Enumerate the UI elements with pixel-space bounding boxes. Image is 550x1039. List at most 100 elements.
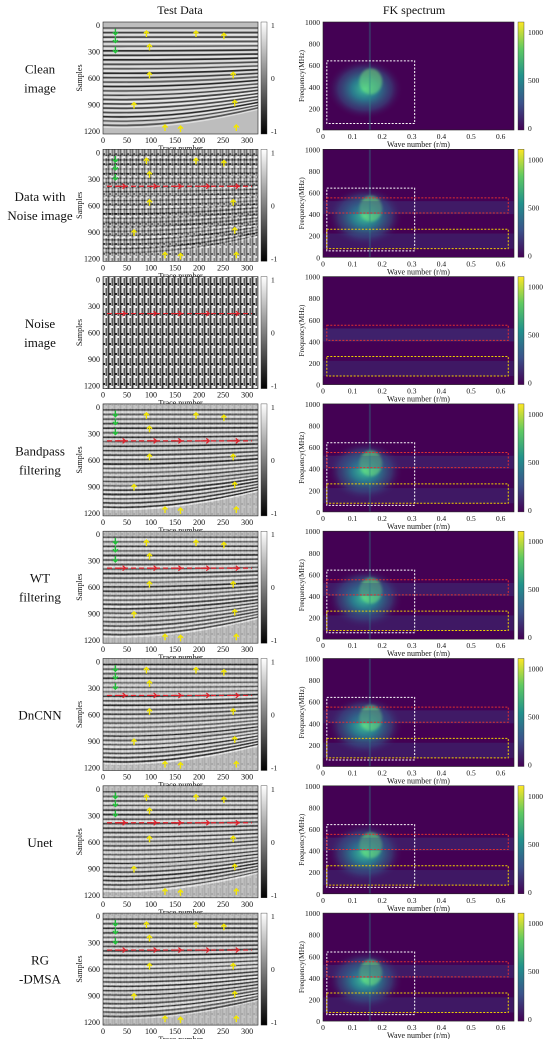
fk-energy [323,913,514,1022]
red-arrow-icon [229,819,240,826]
y-tick-label: 900 [88,355,100,364]
yellow-arrow-icon [146,707,153,715]
fk-noise-band [323,328,514,342]
fk-x-tick-label: 0 [321,641,325,650]
fk-frame [322,149,515,258]
fk-y-tick-label: 1000 [305,18,320,27]
red-arrow-icon [172,183,183,190]
yellow-arrow-icon [143,29,150,37]
fk-energy-streak [368,913,371,1022]
fk-energy-core [359,577,383,604]
x-tick-label: 50 [123,900,131,909]
x-tick-label: 300 [241,263,253,272]
x-tick-label: 150 [169,645,181,654]
x-tick-label: 250 [217,391,229,400]
seismic-reflections [103,531,258,644]
fk-noise-band [323,488,514,504]
yellow-arrow-icon [230,198,237,206]
yellow-arrow-icon [220,668,227,676]
feature-arrows [112,28,240,133]
y-tick-label: 0 [96,403,100,412]
yellow-arrow-icon [146,43,153,51]
gray-colorbar [260,785,268,898]
fk-x-tick-label: 0.6 [496,896,506,905]
fk-x-tick-label: 0.3 [407,259,417,268]
yellow-arrow-icon [146,198,153,206]
red-arrow-icon [116,310,127,317]
green-arrow-icon [112,683,119,691]
yellow-arrow-icon [146,552,153,560]
fk-y-tick-label: 200 [309,104,321,113]
fk-highlight-box [326,961,509,978]
green-arrow-icon [112,537,119,545]
y-tick-label: 1200 [84,764,100,773]
fk-x-axis-label: Wave number (r/m) [387,267,450,276]
red-arrow-icon [147,437,158,444]
fk-y-tick-label: 600 [309,570,321,579]
fk-x-tick-label: 0.5 [466,259,476,268]
red-arrow-icon [147,947,158,954]
yellow-arrow-icon [146,453,153,461]
red-arrow-icon [116,183,127,190]
x-tick-label: 200 [193,773,205,782]
colorbar-tick-label: 0 [271,74,275,83]
fk-y-tick-label: 600 [309,952,321,961]
fk-highlight-box [326,992,509,1013]
fk-x-tick-label: 0.3 [407,132,417,141]
yellow-arrow-icon [162,760,168,768]
x-tick-label: 250 [217,263,229,272]
x-tick-label: 0 [101,263,105,272]
fk-frame [322,912,515,1022]
yellow-arrow-icon [231,481,238,489]
y-axis-label: Samples [75,828,84,855]
yellow-arrow-icon [233,505,240,513]
fk-background [323,276,514,385]
green-arrow-icon [112,428,119,436]
fk-energy-streak [368,785,371,894]
random-noise-overlay [103,531,258,644]
fk-noise-band [323,997,514,1013]
fk-energy [323,658,514,767]
fk-highlight-box [326,356,509,377]
red-arrow-icon [147,310,158,317]
y-tick-label: 300 [88,557,100,566]
y-tick-label: 900 [88,864,100,873]
yellow-arrow-icon [162,251,168,259]
y-axis-label: Samples [75,956,84,983]
fk-y-axis-label: Frequency(MHz) [297,686,306,739]
row-label: Noise [25,316,56,331]
fk-highlight-box [326,696,416,761]
colorbar-tick-label: -1 [271,509,277,518]
green-arrow-icon [112,792,119,800]
fk-frame [322,530,515,640]
y-tick-label: 300 [88,302,100,311]
x-axis-label: Trace number [158,144,203,153]
fk-colorbar-tick-label: 0 [528,506,532,515]
yellow-arrow-icon [230,453,237,461]
header-test-data: Test Data [157,3,203,17]
y-tick-label: 600 [88,329,100,338]
y-tick-label: 0 [96,658,100,667]
row-label: RG [31,953,49,968]
seismic-reflections [103,785,258,898]
x-tick-label: 150 [169,136,181,145]
x-tick-label: 300 [241,136,253,145]
fk-y-tick-label: 200 [309,232,321,241]
fk-noise-band [323,360,514,376]
fk-x-tick-label: 0.1 [348,514,358,523]
fk-y-tick-label: 0 [316,508,320,517]
x-tick-label: 200 [193,263,205,272]
fk-highlight-box [326,833,509,851]
fk-highlight-box [326,197,509,214]
y-tick-label: 0 [96,21,100,30]
yellow-arrow-icon [143,793,150,801]
fk-y-tick-label: 200 [309,741,321,750]
seismic-reflections [103,658,258,771]
fk-energy-streak [368,531,371,640]
fk-y-tick-label: 400 [309,465,321,474]
gray-colorbar [260,403,268,517]
